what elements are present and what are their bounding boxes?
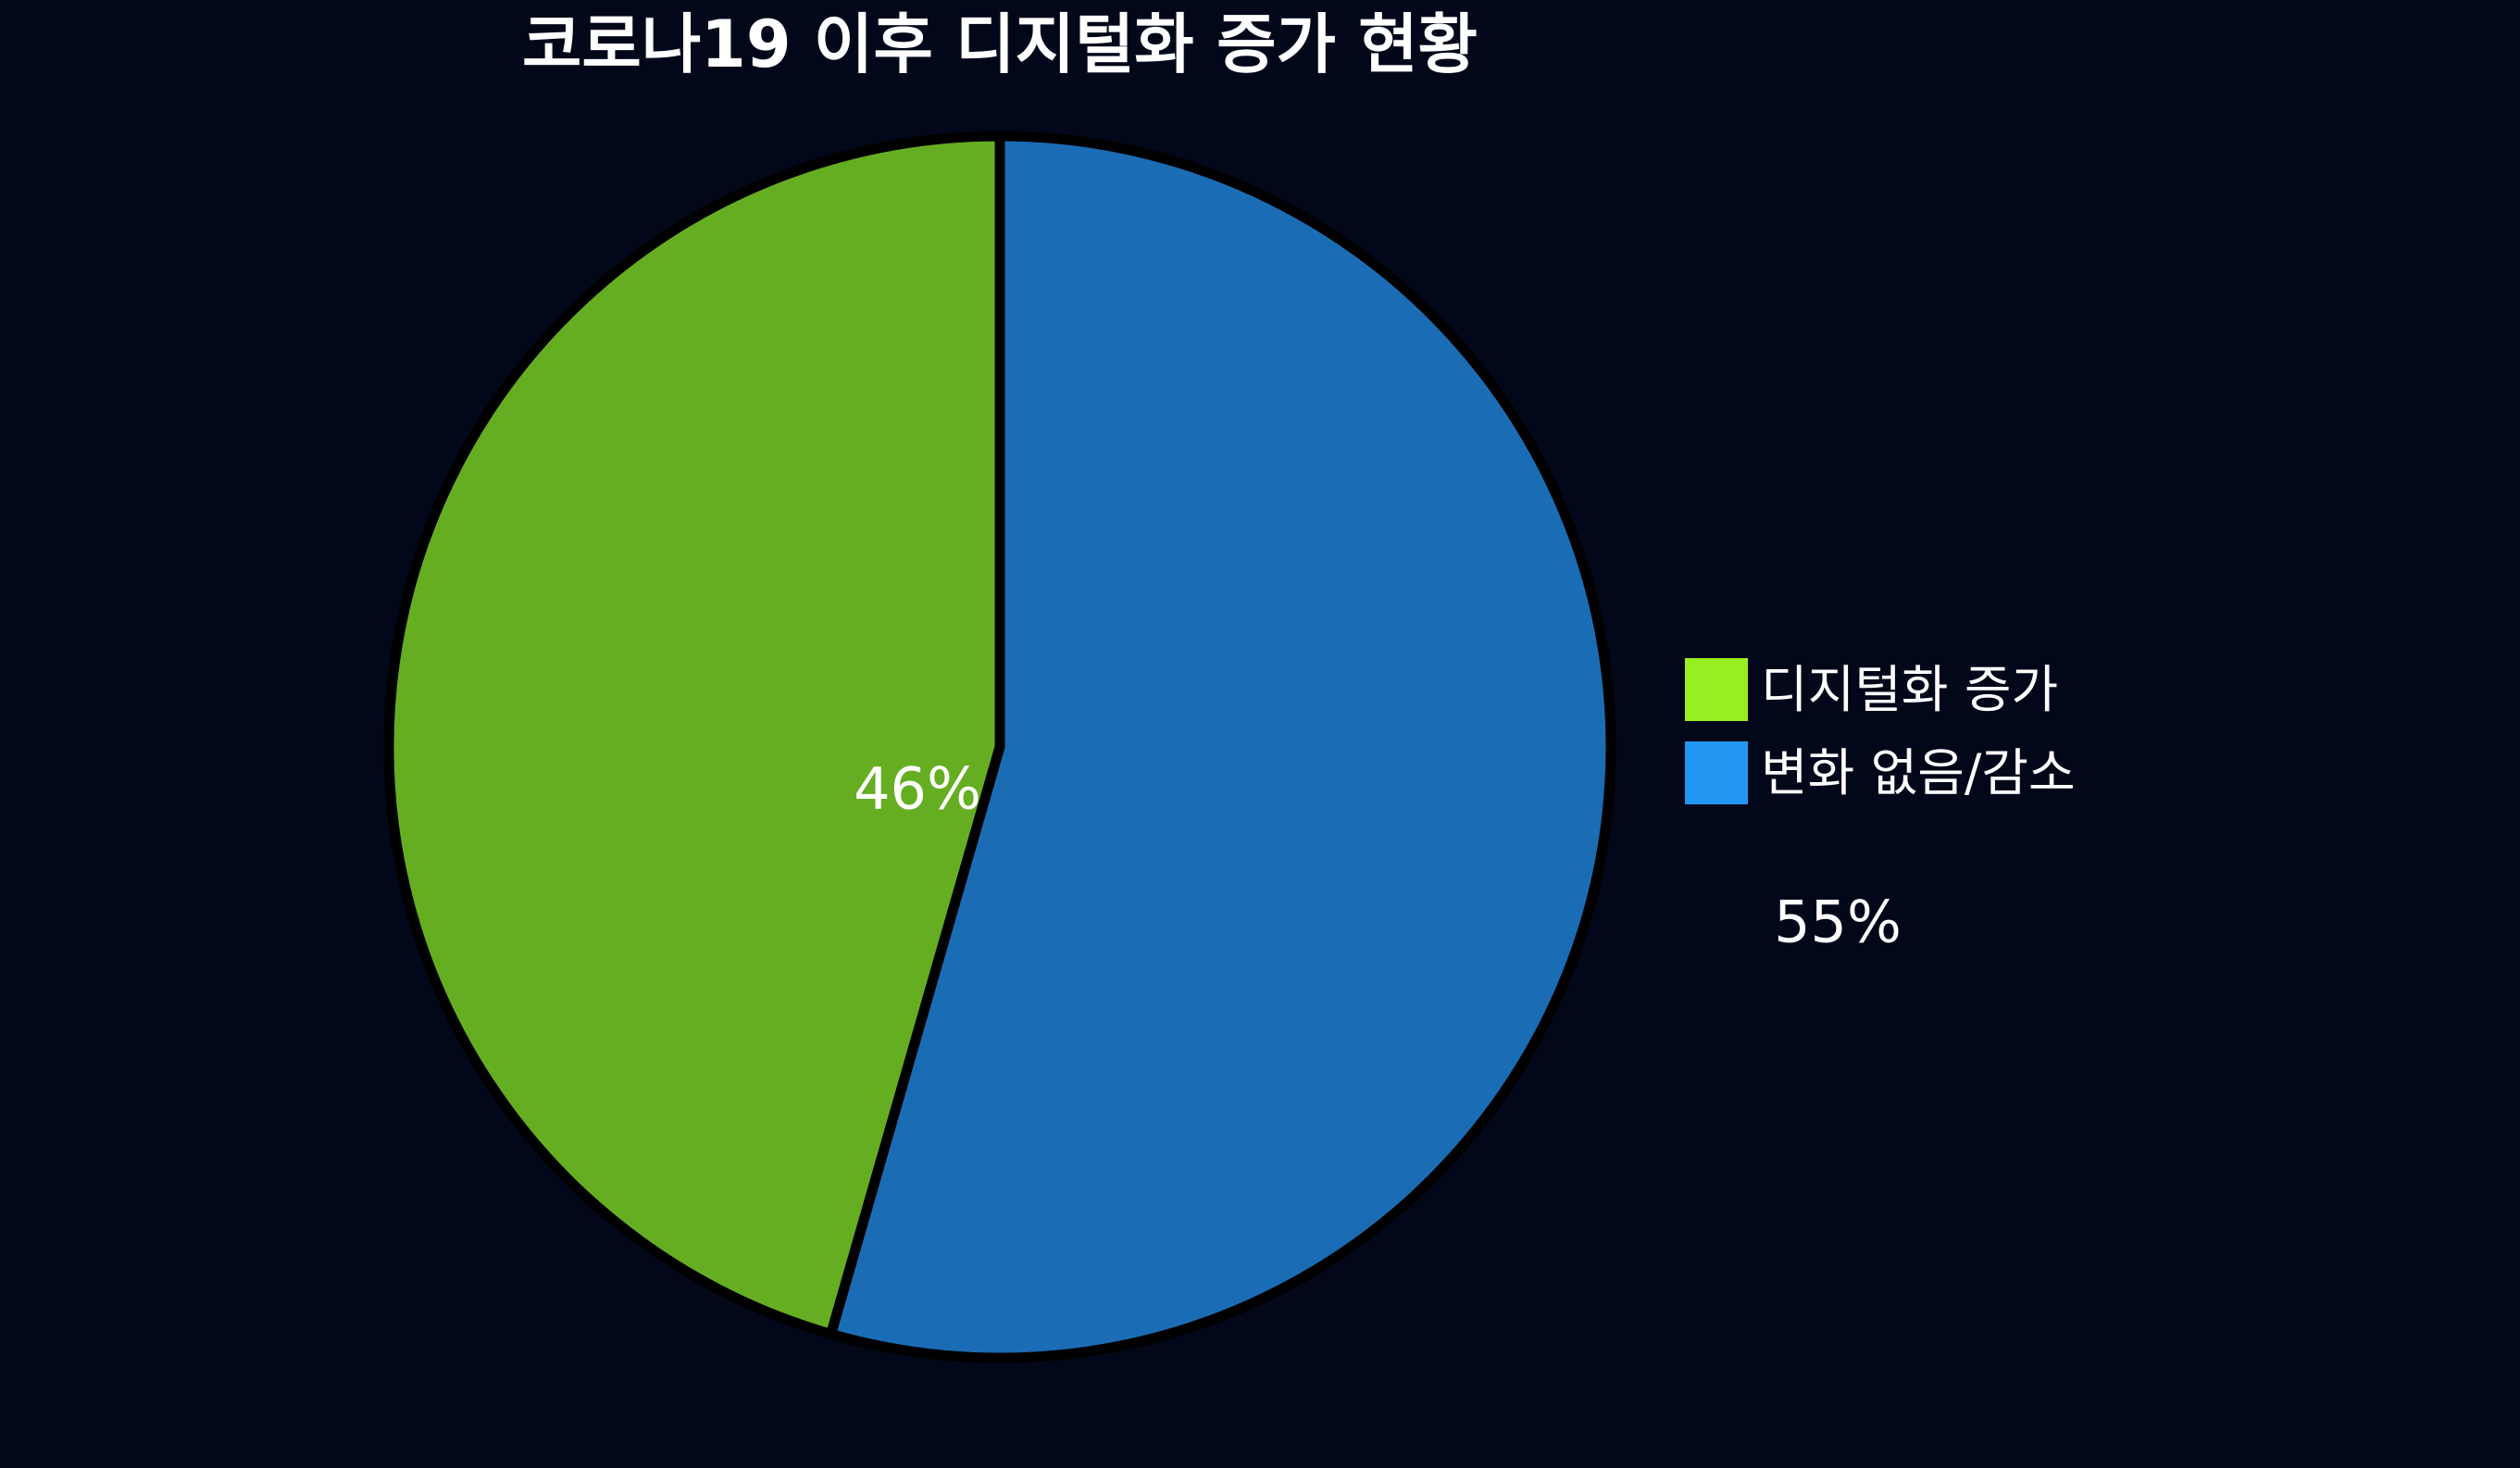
- pie-slice-0[interactable]: [383, 131, 1005, 1339]
- legend-label-1: 변화 없음/감소: [1761, 742, 2076, 802]
- legend-label-0: 디지털화 증가: [1761, 659, 2059, 719]
- pie-slice-1[interactable]: [826, 131, 1616, 1363]
- chart-legend: 디지털화 증가 변화 없음/감소: [1685, 648, 2076, 815]
- pie-chart: 46% 55%: [382, 130, 1902, 1364]
- chart-title: 코로나19 이후 디지털화 증가 현황: [521, 6, 1478, 82]
- legend-item-1[interactable]: 변화 없음/감소: [1685, 731, 2076, 815]
- pie-slice-percent-label-1: 55%: [1774, 888, 1902, 956]
- legend-swatch-icon-1: [1685, 741, 1748, 804]
- legend-item-0[interactable]: 디지털화 증가: [1685, 648, 2076, 731]
- legend-swatch-icon-0: [1685, 658, 1748, 721]
- pie-svg: [383, 131, 1616, 1363]
